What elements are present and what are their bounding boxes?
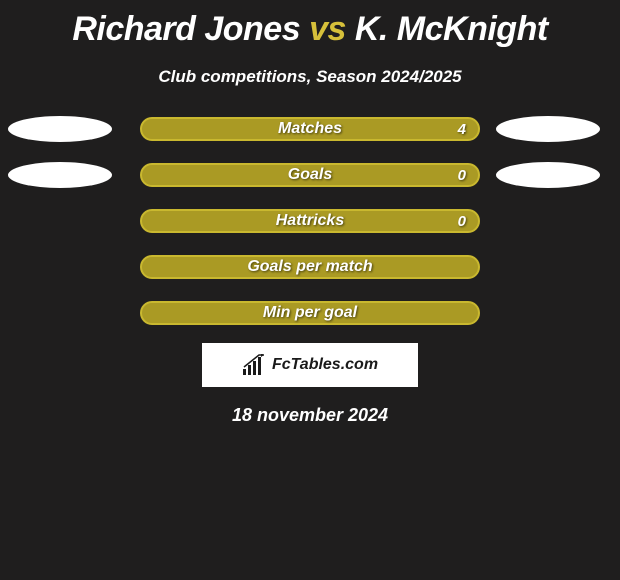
title-vs: vs: [309, 10, 346, 48]
stats-comparison-card: Richard Jones vs K. McKnight Club compet…: [0, 0, 620, 580]
stat-label: Min per goal: [263, 304, 357, 322]
stat-value: 0: [458, 167, 466, 184]
fctables-logo-icon: [242, 354, 268, 376]
right-ellipse-icon: [496, 116, 600, 142]
stat-row: Goals per match: [0, 255, 620, 279]
date-label: 18 november 2024: [0, 405, 620, 426]
left-ellipse-icon: [8, 116, 112, 142]
source-badge: FcTables.com: [202, 343, 418, 387]
stat-value: 0: [458, 213, 466, 230]
stat-bar: Goals 0: [140, 163, 480, 187]
stat-label: Goals: [288, 166, 332, 184]
stat-row: Min per goal: [0, 301, 620, 325]
stat-row: Matches 4: [0, 117, 620, 141]
stat-label: Hattricks: [276, 212, 344, 230]
stat-value: 4: [458, 121, 466, 138]
stat-label: Matches: [278, 120, 342, 138]
stat-bar: Matches 4: [140, 117, 480, 141]
stat-label: Goals per match: [247, 258, 372, 276]
title-player2: K. McKnight: [355, 10, 548, 48]
source-badge-text: FcTables.com: [272, 356, 378, 374]
left-ellipse-icon: [8, 162, 112, 188]
stat-bar: Hattricks 0: [140, 209, 480, 233]
stat-bar: Goals per match: [140, 255, 480, 279]
stat-rows: Matches 4 Goals 0 Hattricks 0 Goals per match M…: [0, 117, 620, 325]
stat-row: Hattricks 0: [0, 209, 620, 233]
page-title: Richard Jones vs K. McKnight: [0, 0, 620, 49]
subtitle: Club competitions, Season 2024/2025: [0, 67, 620, 87]
stat-row: Goals 0: [0, 163, 620, 187]
stat-bar: Min per goal: [140, 301, 480, 325]
title-player1: Richard Jones: [72, 10, 300, 48]
right-ellipse-icon: [496, 162, 600, 188]
